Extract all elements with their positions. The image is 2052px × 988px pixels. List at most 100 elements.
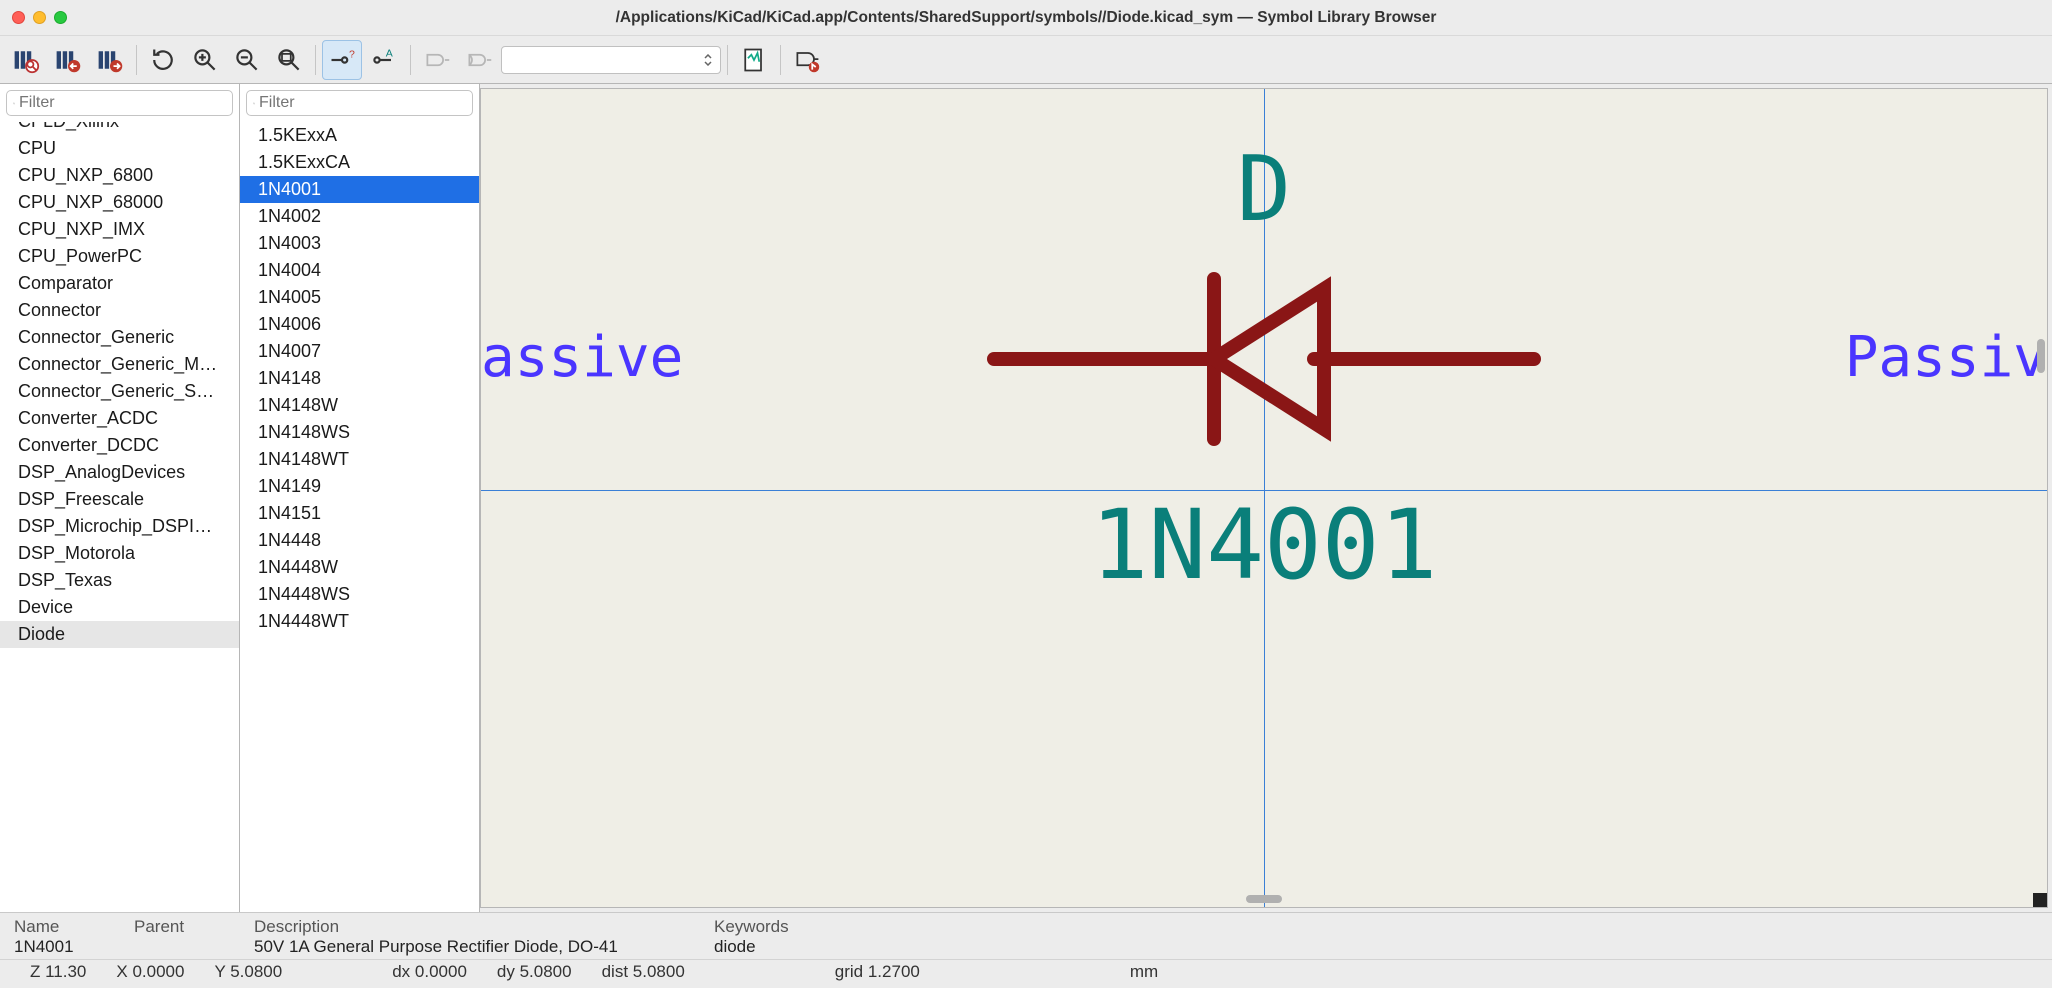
symbol-item[interactable]: 1N4003 — [240, 230, 479, 257]
status-unit: mm — [1130, 962, 1158, 982]
status-dy: dy 5.0800 — [497, 962, 572, 982]
library-item[interactable]: Connector_Generic_Shielded — [0, 378, 239, 405]
zoom-window-button[interactable] — [54, 11, 67, 24]
library-item[interactable]: Device — [0, 594, 239, 621]
symbol-item[interactable]: 1N4148WT — [240, 446, 479, 473]
info-row: Name 1N4001 Parent Description 50V 1A Ge… — [0, 912, 2052, 959]
library-item[interactable]: Converter_ACDC — [0, 405, 239, 432]
library-item[interactable]: Comparator — [0, 270, 239, 297]
symbol-item[interactable]: 1.5KExxA — [240, 122, 479, 149]
symbol-list[interactable]: 1.5KExxA1.5KExxCA1N40011N40021N40031N400… — [240, 122, 479, 912]
status-bar: Z 11.30 X 0.0000 Y 5.0800 dx 0.0000 dy 5… — [0, 959, 2052, 988]
symbol-item[interactable]: 1N4448WT — [240, 608, 479, 635]
library-item[interactable]: Connector_Generic — [0, 324, 239, 351]
symbol-item[interactable]: 1N4001 — [240, 176, 479, 203]
symbol-item[interactable]: 1N4148W — [240, 392, 479, 419]
close-window-button[interactable] — [12, 11, 25, 24]
unit-select-dropdown[interactable] — [501, 46, 721, 74]
library-item[interactable]: Converter_DCDC — [0, 432, 239, 459]
info-keywords-value: diode — [714, 937, 794, 957]
library-item[interactable]: CPU_NXP_68000 — [0, 189, 239, 216]
status-x: X 0.0000 — [116, 962, 184, 982]
library-item[interactable]: DSP_Microchip_DSPIC33 — [0, 513, 239, 540]
pin-library-button[interactable] — [6, 40, 46, 80]
status-grid: grid 1.2700 — [835, 962, 920, 982]
symbol-item[interactable]: 1.5KExxCA — [240, 149, 479, 176]
symbol-item[interactable]: 1N4006 — [240, 311, 479, 338]
status-dx: dx 0.0000 — [392, 962, 467, 982]
library-item[interactable]: CPU_NXP_IMX — [0, 216, 239, 243]
datasheet-button[interactable] — [734, 40, 774, 80]
zoom-fit-button[interactable] — [269, 40, 309, 80]
symbol-item[interactable]: 1N4148 — [240, 365, 479, 392]
symbol-designator: D — [1237, 137, 1291, 242]
library-filter[interactable] — [6, 90, 233, 116]
library-item[interactable]: Connector — [0, 297, 239, 324]
traffic-lights — [12, 11, 67, 24]
prev-unit-button[interactable] — [417, 40, 457, 80]
minimize-window-button[interactable] — [33, 11, 46, 24]
symbol-item[interactable]: 1N4002 — [240, 203, 479, 230]
canvas-vscroll-thumb[interactable] — [2037, 339, 2045, 373]
refresh-button[interactable] — [143, 40, 183, 80]
prev-library-button[interactable] — [48, 40, 88, 80]
next-library-button[interactable] — [90, 40, 130, 80]
library-item[interactable]: CPLD_Xilinx — [0, 122, 239, 135]
diode-symbol-icon — [984, 259, 1544, 459]
info-name-value: 1N4001 — [14, 937, 94, 957]
info-parent-label: Parent — [134, 917, 214, 937]
library-item[interactable]: DSP_Motorola — [0, 540, 239, 567]
status-y: Y 5.0800 — [214, 962, 282, 982]
canvas-hscroll-thumb[interactable] — [1246, 895, 1282, 903]
zoom-out-button[interactable] — [227, 40, 267, 80]
library-item[interactable]: CPU — [0, 135, 239, 162]
status-dist: dist 5.0800 — [602, 962, 685, 982]
library-filter-input[interactable] — [19, 94, 226, 112]
symbol-item[interactable]: 1N4005 — [240, 284, 479, 311]
zoom-in-button[interactable] — [185, 40, 225, 80]
library-item[interactable]: Connector_Generic_MountingPin — [0, 351, 239, 378]
info-description-label: Description — [254, 917, 674, 937]
show-pin-type-button[interactable]: A — [364, 40, 404, 80]
window-title: /Applications/KiCad/KiCad.app/Contents/S… — [0, 9, 2052, 27]
symbol-item[interactable]: 1N4448WS — [240, 581, 479, 608]
canvas[interactable]: D assive Passiv 1N4001 — [481, 89, 2047, 907]
search-icon — [253, 96, 255, 111]
library-list[interactable]: CPLD_XilinxCPUCPU_NXP_6800CPU_NXP_68000C… — [0, 122, 239, 912]
toolbar-separator — [410, 45, 411, 75]
symbol-item[interactable]: 1N4448 — [240, 527, 479, 554]
canvas-vscroll-corner — [2033, 893, 2047, 907]
symbol-item[interactable]: 1N4148WS — [240, 419, 479, 446]
svg-text:A: A — [386, 47, 393, 59]
symbol-filter-input[interactable] — [259, 94, 466, 112]
library-item[interactable]: CPU_PowerPC — [0, 243, 239, 270]
toolbar-separator — [136, 45, 137, 75]
symbol-item[interactable]: 1N4151 — [240, 500, 479, 527]
library-item[interactable]: CPU_NXP_6800 — [0, 162, 239, 189]
symbol-filter[interactable] — [246, 90, 473, 116]
symbol-panel: 1.5KExxA1.5KExxCA1N40011N40021N40031N400… — [240, 84, 480, 912]
canvas-vscroll[interactable] — [2031, 89, 2047, 907]
insert-symbol-button[interactable] — [787, 40, 827, 80]
toolbar-separator — [315, 45, 316, 75]
symbol-item[interactable]: 1N4448W — [240, 554, 479, 581]
chevron-updown-icon — [702, 54, 714, 66]
symbol-item[interactable]: 1N4004 — [240, 257, 479, 284]
library-item[interactable]: Diode — [0, 621, 239, 648]
show-pin-numbers-button[interactable]: ? — [322, 40, 362, 80]
next-unit-button[interactable] — [459, 40, 499, 80]
toolbar: ? A — [0, 36, 2052, 84]
library-panel: CPLD_XilinxCPUCPU_NXP_6800CPU_NXP_68000C… — [0, 84, 240, 912]
toolbar-separator — [727, 45, 728, 75]
canvas-wrap: D assive Passiv 1N4001 — [480, 88, 2048, 908]
library-item[interactable]: DSP_Texas — [0, 567, 239, 594]
library-item[interactable]: DSP_AnalogDevices — [0, 459, 239, 486]
info-keywords-label: Keywords — [714, 917, 794, 937]
symbol-item[interactable]: 1N4149 — [240, 473, 479, 500]
symbol-item[interactable]: 1N4007 — [240, 338, 479, 365]
titlebar: /Applications/KiCad/KiCad.app/Contents/S… — [0, 0, 2052, 36]
info-description-value: 50V 1A General Purpose Rectifier Diode, … — [254, 937, 674, 957]
pin-label-right: Passiv — [1845, 325, 2047, 390]
library-item[interactable]: DSP_Freescale — [0, 486, 239, 513]
svg-text:?: ? — [349, 48, 355, 60]
